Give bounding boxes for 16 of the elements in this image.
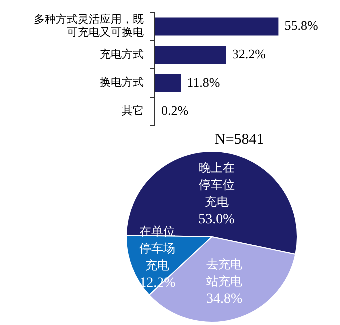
data-label: 34.8% — [206, 292, 244, 307]
data-label: 53.0% — [198, 212, 236, 228]
y-tick-label: 换电方式 — [100, 76, 144, 90]
data-label: 11.8% — [187, 74, 220, 90]
text: N=5841 — [215, 132, 264, 149]
slice-label: 晚上在停车位充电 — [198, 161, 235, 210]
slice-label: 去充电站充电 — [206, 257, 243, 288]
y-tick-label: 充电方式 — [100, 48, 144, 61]
data-label: 55.8% — [284, 18, 318, 34]
y-tick-label: 其它 — [122, 104, 144, 118]
bar — [155, 46, 226, 64]
data-label: 0.2% — [161, 103, 189, 118]
bar — [155, 18, 279, 36]
bar — [155, 74, 182, 92]
data-label: 32.2% — [232, 46, 266, 62]
y-tick-label: 多种方式灵活应用，既可充电又可换电 — [34, 13, 144, 40]
